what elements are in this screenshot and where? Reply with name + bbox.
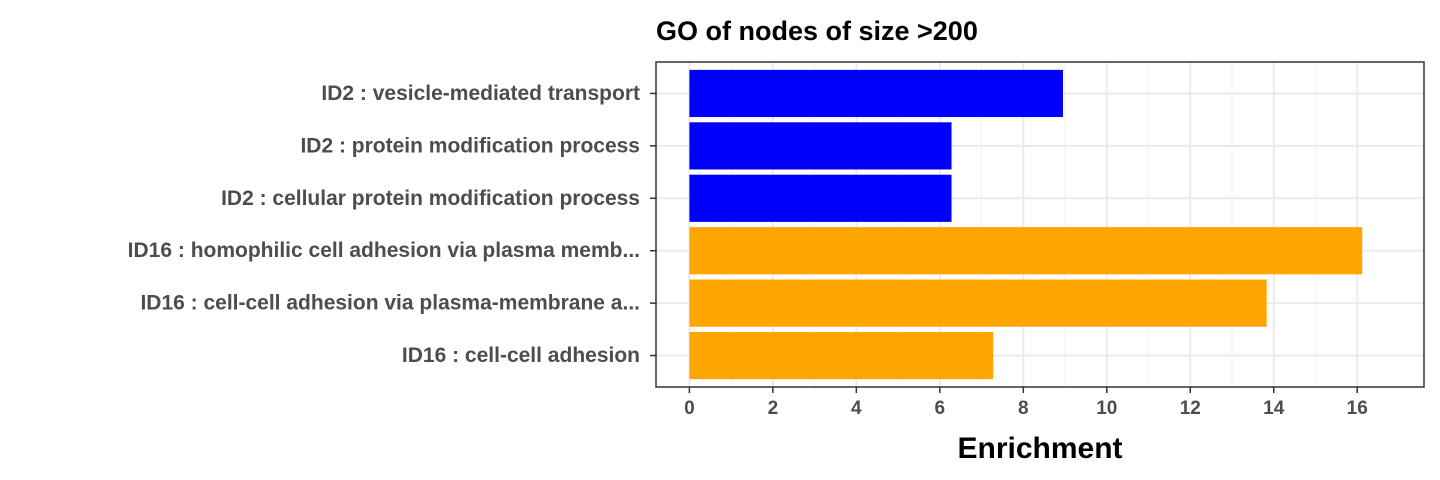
category-label: ID16 : homophilic cell adhesion via plas… bbox=[128, 239, 640, 262]
category-label: ID2 : vesicle-mediated transport bbox=[321, 82, 640, 105]
category-label: ID16 : cell-cell adhesion via plasma-mem… bbox=[140, 292, 640, 315]
x-tick-label: 4 bbox=[851, 398, 862, 419]
category-labels: ID2 : vesicle-mediated transport ID2 : pr… bbox=[128, 82, 656, 367]
bar bbox=[689, 279, 1267, 327]
plot-panel-border bbox=[655, 61, 1425, 388]
bar bbox=[689, 174, 952, 222]
x-tick-label: 16 bbox=[1347, 398, 1368, 419]
x-tick-label: 8 bbox=[1018, 398, 1029, 419]
x-axis-title: Enrichment bbox=[957, 432, 1122, 465]
bar bbox=[689, 227, 1363, 275]
x-axis: 0 2 4 6 8 10 12 14 16 bbox=[684, 387, 1368, 419]
x-tick-label: 12 bbox=[1180, 398, 1201, 419]
bars bbox=[689, 69, 1363, 380]
x-tick-label: 0 bbox=[684, 398, 695, 419]
x-tick-label: 2 bbox=[768, 398, 779, 419]
category-label: ID16 : cell-cell adhesion bbox=[402, 344, 640, 367]
x-tick-label: 14 bbox=[1263, 398, 1285, 419]
chart-title: GO of nodes of size >200 bbox=[656, 16, 978, 46]
category-label: ID2 : cellular protein modification proc… bbox=[221, 187, 640, 210]
x-tick-label: 10 bbox=[1096, 398, 1117, 419]
bar bbox=[689, 69, 1063, 118]
category-label: ID2 : protein modification process bbox=[300, 134, 640, 157]
x-tick-label: 6 bbox=[935, 398, 946, 419]
bar bbox=[689, 331, 994, 380]
bar bbox=[689, 122, 952, 170]
